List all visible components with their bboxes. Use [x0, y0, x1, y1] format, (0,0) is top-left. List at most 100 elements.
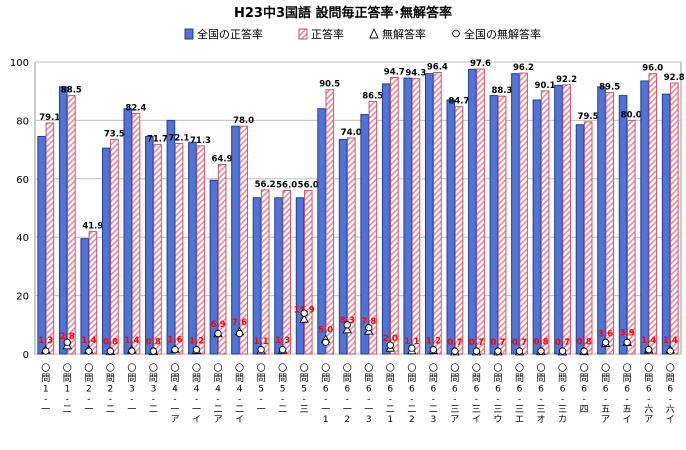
x-tick-char: 問 [407, 373, 416, 384]
x-tick-char: オ [537, 414, 546, 425]
bar-national-correct [231, 125, 240, 355]
x-tick-char: 三 [300, 405, 309, 415]
national-no-answer-marker [666, 347, 674, 355]
x-tick-label: 〇問6-二3 [429, 363, 438, 425]
no-answer-label: 0.8 [577, 338, 592, 348]
no-answer-label: 2.8 [60, 332, 75, 342]
x-tick-label: 〇問6-四 [580, 363, 589, 415]
x-tick-char: 〇 [666, 363, 675, 374]
no-answer-label: 1.2 [189, 336, 204, 346]
x-tick-label: 〇問2-一 [84, 363, 93, 415]
x-tick-char: イ [235, 415, 244, 425]
bar-correct [196, 145, 205, 355]
x-tick-char: 6 [538, 384, 544, 394]
bar-correct [519, 72, 528, 355]
legend-swatch [452, 29, 460, 38]
x-tick-char: カ [558, 414, 567, 425]
x-tick-char: 3 [366, 415, 372, 425]
bar-national-correct [295, 197, 305, 355]
correct-rate-label: 56.0 [298, 180, 319, 190]
x-tick-char: 6 [667, 384, 673, 394]
national-no-answer-marker [128, 347, 136, 355]
x-tick-label: 〇問6-一1 [321, 363, 330, 425]
x-tick-char: 〇 [127, 363, 136, 374]
x-tick-char: 問 [450, 373, 459, 384]
x-tick-char: 問 [84, 373, 93, 384]
x-tick-char: 問 [278, 373, 287, 384]
national-no-answer-marker [623, 338, 631, 346]
legend-swatch [184, 28, 194, 40]
x-tick-char: - [582, 395, 585, 405]
x-tick-char: - [66, 395, 69, 405]
correct-rate-label: 90.5 [319, 80, 340, 90]
correct-rate-label: 56.0 [276, 180, 297, 190]
correct-rate-label: 80.0 [621, 110, 642, 120]
x-tick-char: 6 [387, 384, 393, 394]
bar-correct [67, 95, 76, 355]
no-answer-label: 3.9 [620, 329, 635, 339]
correct-rate-label: 82.4 [125, 103, 146, 113]
x-tick-char: 6 [624, 384, 630, 394]
x-tick-char: 二 [63, 405, 72, 415]
bar-national-correct [123, 108, 133, 355]
x-tick-char: - [44, 395, 47, 405]
bar-correct [239, 125, 248, 355]
x-tick-char: ア [601, 415, 610, 425]
x-tick-char: 2 [344, 415, 350, 425]
x-tick-char: 三 [450, 405, 459, 415]
x-tick-char: 3 [151, 384, 157, 394]
national-no-answer-marker [645, 345, 653, 354]
x-tick-char: 3 [129, 384, 135, 394]
bar-national-correct [209, 179, 219, 355]
x-tick-char: 〇 [300, 363, 309, 374]
x-tick-char: 〇 [429, 363, 438, 374]
x-tick-char: 〇 [192, 363, 201, 374]
x-tick-label: 〇問4-一イ [192, 363, 201, 425]
no-answer-marker [299, 314, 309, 323]
x-tick-char: 6 [495, 384, 501, 394]
bar-national-correct [575, 124, 585, 355]
bar-national-correct [80, 238, 90, 355]
x-tick-char: 三 [515, 405, 524, 415]
x-tick-char: ア [450, 415, 459, 425]
x-tick-char: 〇 [84, 363, 93, 374]
x-tick-char: ウ [493, 414, 502, 425]
no-answer-label: 7.8 [361, 317, 376, 327]
national-no-answer-marker [278, 345, 287, 354]
correct-rate-label: 86.5 [362, 91, 383, 101]
x-tick-char: 2 [86, 384, 92, 394]
national-no-answer-marker [558, 347, 567, 355]
national-no-answer-marker [63, 338, 71, 346]
no-answer-label: 5.0 [318, 325, 333, 335]
no-answer-label: 1.3 [38, 336, 53, 346]
bar-correct [88, 231, 98, 355]
x-tick-char: - [496, 395, 499, 405]
x-tick-label: 〇問4-一ア [170, 363, 179, 425]
x-tick-char: 6 [646, 384, 652, 394]
x-tick-char: - [346, 395, 349, 405]
national-no-answer-marker [85, 347, 93, 355]
y-tick-label: 80 [16, 116, 29, 127]
x-tick-char: 問 [63, 373, 72, 384]
bar-correct [153, 144, 162, 355]
x-tick-char: 〇 [537, 363, 546, 374]
x-tick-char: 六 [644, 403, 653, 415]
x-tick-char: - [195, 395, 198, 405]
x-tick-char: 1 [387, 415, 393, 425]
x-tick-char: 3 [430, 415, 436, 425]
x-tick-char: - [626, 395, 629, 405]
x-tick-label: 〇問6-三ウ [493, 363, 502, 425]
x-tick-char: 問 [321, 373, 330, 384]
x-tick-char: 5 [301, 384, 307, 394]
legend-item: 無解答率 [369, 27, 426, 41]
correct-rate-label: 79.5 [578, 112, 599, 122]
bar-correct [626, 119, 636, 355]
x-tick-char: 2 [107, 384, 113, 394]
x-tick-char: 一 [41, 405, 50, 415]
bar-national-correct [446, 99, 456, 355]
x-tick-char: 二 [386, 405, 395, 415]
bar-national-correct [101, 147, 111, 355]
x-tick-char: 〇 [235, 363, 244, 374]
x-tick-label: 〇問6-二2 [407, 363, 416, 425]
national-no-answer-marker [149, 347, 158, 355]
